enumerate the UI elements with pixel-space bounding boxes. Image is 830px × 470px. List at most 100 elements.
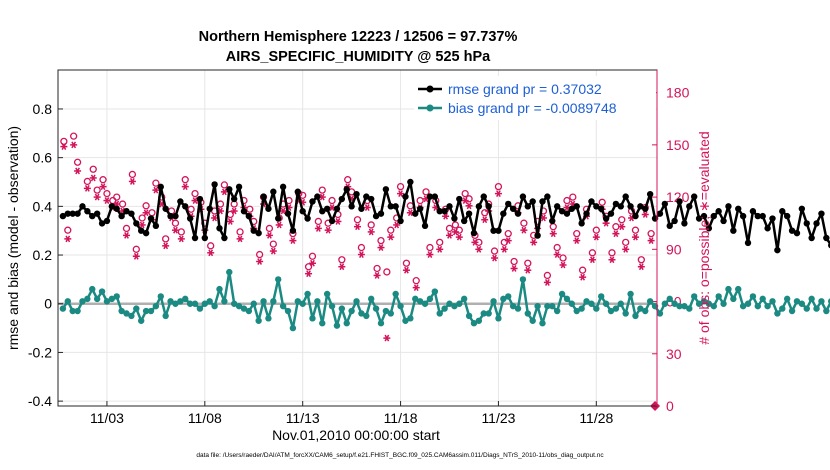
obs-possible-marker [152, 179, 160, 187]
obs-evaluated-marker [177, 235, 185, 243]
obs-possible-marker [60, 137, 68, 146]
rmse-point [289, 227, 297, 234]
rmse-point [128, 210, 135, 217]
obs-possible-marker [559, 254, 567, 262]
obs-possible-marker [592, 226, 600, 234]
y-axis-label: rmse and bias (model - observation) [5, 126, 21, 350]
rmse-point [221, 234, 228, 242]
bias-point [735, 285, 742, 293]
bias-point [578, 305, 585, 312]
y2-tick-label: 150 [666, 137, 690, 153]
obs-possible-marker [412, 277, 420, 285]
rmse-point [133, 220, 140, 227]
bias-point [314, 298, 321, 305]
bias-point [196, 305, 204, 312]
bias-point [250, 300, 257, 307]
obs-evaluated-marker [530, 238, 538, 246]
obs-evaluated-marker [275, 221, 283, 229]
rmse-point [465, 210, 473, 217]
bias-point [485, 310, 492, 317]
obs-evaluated-marker [559, 261, 567, 269]
obs-possible-marker [402, 259, 411, 267]
obs-possible-marker [181, 176, 189, 184]
bias-point [465, 312, 473, 320]
rmse-point [358, 205, 365, 212]
rmse-point [720, 217, 727, 225]
rmse-point [265, 205, 272, 212]
rmse-point [235, 183, 243, 191]
bias-point [823, 307, 830, 315]
obs-evaluated-marker [451, 228, 459, 236]
rmse-point [514, 210, 522, 217]
rmse-point [583, 210, 590, 217]
obs-possible-marker [622, 238, 630, 247]
rmse-point [627, 203, 634, 210]
rmse-point [167, 212, 174, 220]
obs-evaluated-marker [314, 225, 322, 232]
rmse-point [632, 212, 639, 220]
bias-point [79, 298, 86, 305]
obs-evaluated-marker [142, 209, 150, 217]
obs-evaluated-marker [152, 186, 160, 194]
bias-point [319, 320, 326, 327]
bias-point [416, 298, 424, 305]
obs-possible-marker [308, 252, 317, 260]
bias-point [186, 300, 194, 307]
bias-point [470, 320, 478, 327]
bias-point [715, 293, 722, 300]
obs-possible-marker [563, 196, 571, 205]
x-axis-label: Nov.01,2010 00:00:00 start [272, 427, 440, 443]
obs-evaluated-marker [181, 183, 189, 191]
bias-point [98, 288, 106, 295]
obs-possible-marker [436, 238, 444, 247]
obs-possible-marker [373, 264, 381, 273]
rmse-point [93, 210, 101, 217]
rmse-point [328, 217, 336, 225]
bias-point [353, 298, 360, 305]
bias-point [646, 298, 654, 305]
bias-point [607, 307, 615, 315]
rmse-point [612, 200, 620, 208]
bias-point [137, 317, 145, 324]
legend: rmse grand pr = 0.37032 bias grand pr = … [414, 76, 656, 120]
y-tick-label: 0.2 [33, 247, 53, 263]
obs-evaluated-marker [373, 272, 381, 279]
rmse-point [808, 234, 815, 242]
bias-point [289, 324, 297, 332]
rmse-point [304, 215, 311, 222]
rmse-point [818, 210, 825, 217]
y-tick-label: 0 [44, 296, 52, 312]
obs-evaluated-marker [588, 256, 596, 264]
y2-axis-label: # of obs: o=possible; ∗=evaluated [696, 131, 712, 344]
bias-point [558, 290, 566, 298]
rmse-point [309, 198, 316, 205]
bias-point [598, 293, 605, 300]
rmse-point [270, 188, 277, 195]
rmse-point [783, 212, 791, 220]
rmse-point [754, 212, 762, 220]
bias-point [392, 290, 399, 298]
rmse-point [284, 210, 292, 217]
bias-point [627, 290, 634, 298]
rmse-point [715, 208, 722, 215]
bias-point [377, 320, 385, 327]
rmse-point [774, 246, 781, 254]
bias-point [539, 320, 546, 327]
obs-possible-marker [637, 256, 645, 264]
bias-point [284, 307, 292, 315]
rmse-point [593, 203, 600, 210]
rmse-point [730, 227, 737, 234]
rmse-point [495, 227, 502, 234]
obs-possible-marker [520, 219, 528, 227]
obs-possible-marker [494, 182, 503, 191]
bias-point [431, 288, 439, 295]
rmse-point [539, 198, 546, 205]
bias-point [142, 307, 150, 315]
bias-point [739, 302, 747, 310]
rmse-point [602, 215, 610, 222]
rmse-point [451, 215, 458, 222]
rmse-series [59, 178, 830, 254]
rmse-point [500, 210, 507, 217]
obs-possible-marker [246, 205, 254, 213]
rmse-point [470, 229, 478, 237]
